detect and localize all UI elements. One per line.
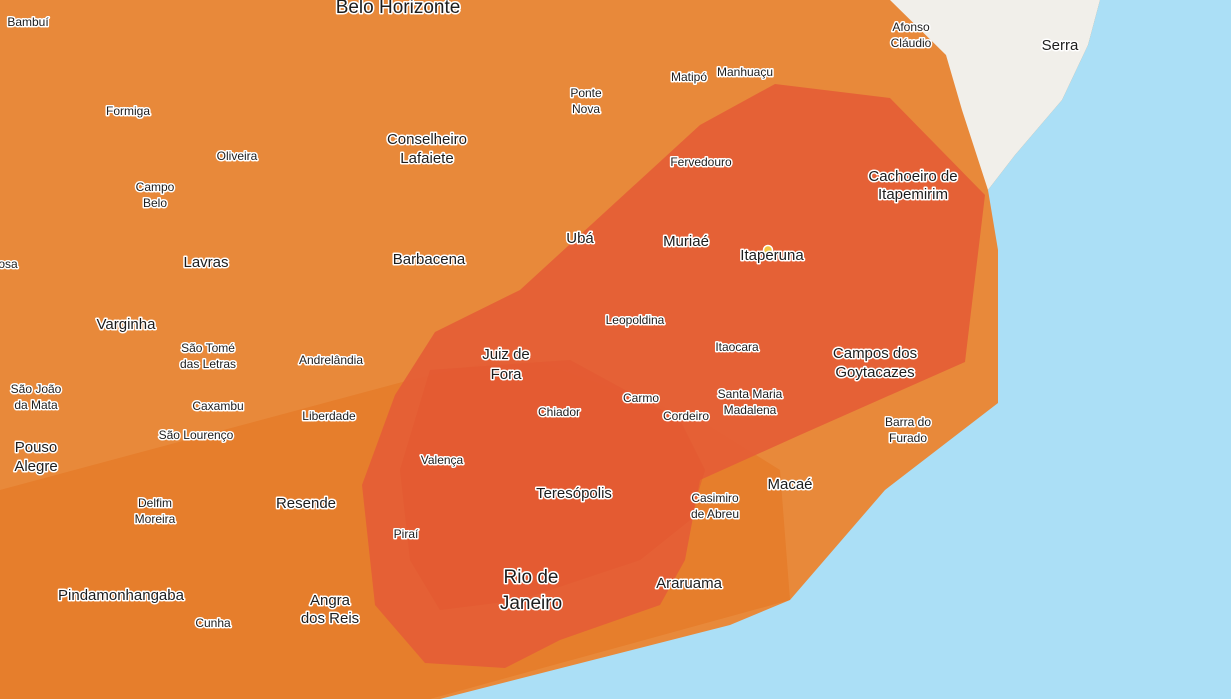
place-label: Moreira <box>135 512 176 526</box>
place-label: Lafaiete <box>400 150 453 167</box>
place-label: Belo <box>143 196 167 210</box>
severe-alert-core <box>400 360 705 610</box>
place-label: São Lourenço <box>159 428 234 442</box>
place-label: Cunha <box>195 616 231 630</box>
place-label: Bambuí <box>7 15 49 29</box>
place-label: Fervedouro <box>670 155 732 169</box>
place-label: Teresópolis <box>536 485 612 502</box>
place-label: Barra do <box>885 415 931 429</box>
location-marker[interactable] <box>762 244 774 256</box>
place-label: dos Reis <box>301 610 359 627</box>
place-label: Delfim <box>138 496 172 510</box>
place-label: Casimiro <box>691 491 739 505</box>
place-label: Alegre <box>14 458 57 475</box>
ocean <box>440 0 1231 699</box>
place-label: Goytacazes <box>835 364 914 381</box>
place-label: Belo Horizonte <box>336 0 461 18</box>
place-label: Matipó <box>671 70 707 84</box>
place-label: Resende <box>276 495 336 512</box>
place-label: osa <box>0 257 18 271</box>
place-label: Muriaé <box>663 233 709 250</box>
place-label: Itaperuna <box>740 247 804 264</box>
place-label: Andrelândia <box>299 353 363 367</box>
place-label: Itapemirim <box>878 186 948 203</box>
place-label: Pindamonhangaba <box>58 587 185 604</box>
place-label: Santa Maria <box>718 387 783 401</box>
place-label: Araruama <box>656 575 723 592</box>
place-label: Pouso <box>15 439 58 456</box>
place-label: Afonso <box>892 20 930 34</box>
place-label: Itaocara <box>715 340 759 354</box>
place-label: Nova <box>572 102 600 116</box>
place-label: Cláudio <box>891 36 932 50</box>
place-label: Cordeiro <box>663 409 709 423</box>
place-label: Piraí <box>394 527 419 541</box>
place-label: Ponte <box>570 86 602 100</box>
place-label: Carmo <box>623 391 659 405</box>
place-label: Formiga <box>106 104 150 118</box>
place-label: Lavras <box>183 254 228 271</box>
place-label: Furado <box>889 431 927 445</box>
place-label: São Tomé <box>181 341 235 355</box>
place-label: Juiz de <box>482 346 530 363</box>
place-label: Varginha <box>97 316 157 333</box>
place-label: Angra <box>310 592 351 609</box>
place-label: Fora <box>491 366 523 383</box>
place-label: de Abreu <box>691 507 739 521</box>
place-label: da Mata <box>14 398 58 412</box>
place-label: Leopoldina <box>606 313 665 327</box>
place-label: Barbacena <box>393 251 466 268</box>
place-label: Conselheiro <box>387 131 467 148</box>
place-label: das Letras <box>180 357 236 371</box>
place-label: Serra <box>1042 37 1079 54</box>
place-label: Macaé <box>767 476 812 493</box>
place-label: Madalena <box>724 403 777 417</box>
place-label: Chiador <box>538 405 580 419</box>
place-label: Manhuaçu <box>717 65 773 79</box>
place-label: Oliveira <box>217 149 258 163</box>
land <box>890 0 1100 190</box>
place-label: Ubá <box>566 230 594 247</box>
place-label: São João <box>11 382 62 396</box>
place-label: Cachoeiro de <box>868 168 957 185</box>
place-label: Campo <box>136 180 175 194</box>
place-label: Janeiro <box>500 593 562 614</box>
place-label: Valença <box>421 453 464 467</box>
place-label: Rio de <box>504 567 559 588</box>
place-label: Liberdade <box>302 409 356 423</box>
place-label: Campos dos <box>833 345 917 362</box>
place-label: Caxambu <box>192 399 243 413</box>
